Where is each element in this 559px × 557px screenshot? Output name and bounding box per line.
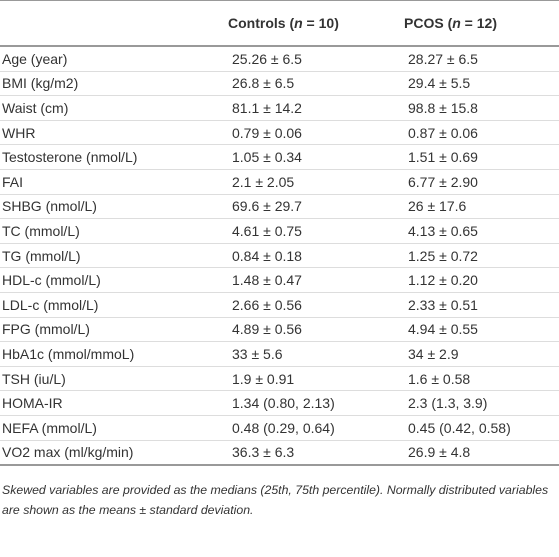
table-row: NEFA (mmol/L) 0.48 (0.29, 0.64) 0.45 (0.42… xyxy=(0,415,559,441)
table-row: VO2 max (ml/kg/min) 36.3 ± 6.3 26.9 ± 4.8 xyxy=(0,440,559,467)
row-label: HDL-c (mmol/L) xyxy=(0,267,228,293)
pcos-value: 1.25 ± 0.72 xyxy=(404,243,559,269)
row-label: Age (year) xyxy=(0,46,228,72)
pcos-value: 2.33 ± 0.51 xyxy=(404,292,559,318)
table-row: HbA1c (mmol/mmoL) 33 ± 5.6 34 ± 2.9 xyxy=(0,341,559,367)
row-label: VO2 max (ml/kg/min) xyxy=(0,440,228,467)
row-label: NEFA (mmol/L) xyxy=(0,415,228,441)
header-text: Controls ( xyxy=(228,15,295,31)
table-row: TG (mmol/L) 0.84 ± 0.18 1.25 ± 0.72 xyxy=(0,243,559,269)
header-text: = 12) xyxy=(460,15,497,31)
controls-value: 2.66 ± 0.56 xyxy=(228,292,404,318)
table-row: Waist (cm) 81.1 ± 14.2 98.8 ± 15.8 xyxy=(0,95,559,121)
controls-value: 81.1 ± 14.2 xyxy=(228,95,404,121)
pcos-value: 26 ± 17.6 xyxy=(404,194,559,220)
controls-value: 4.89 ± 0.56 xyxy=(228,317,404,343)
row-label: Testosterone (nmol/L) xyxy=(0,144,228,170)
controls-value: 4.61 ± 0.75 xyxy=(228,218,404,244)
controls-value: 1.48 ± 0.47 xyxy=(228,267,404,293)
controls-value: 69.6 ± 29.7 xyxy=(228,194,404,220)
table-row: TSH (iu/L) 1.9 ± 0.91 1.6 ± 0.58 xyxy=(0,366,559,392)
pcos-value: 6.77 ± 2.90 xyxy=(404,169,559,195)
row-label: HbA1c (mmol/mmoL) xyxy=(0,341,228,367)
controls-value: 1.05 ± 0.34 xyxy=(228,144,404,170)
header-n: n xyxy=(452,15,461,31)
controls-value: 0.84 ± 0.18 xyxy=(228,243,404,269)
controls-value: 36.3 ± 6.3 xyxy=(228,440,404,467)
pcos-value: 29.4 ± 5.5 xyxy=(404,71,559,97)
row-label: WHR xyxy=(0,120,228,146)
row-label: Waist (cm) xyxy=(0,95,228,121)
row-label: FPG (mmol/L) xyxy=(0,317,228,343)
header-text: PCOS ( xyxy=(404,15,453,31)
row-label: TC (mmol/L) xyxy=(0,218,228,244)
table-row: TC (mmol/L) 4.61 ± 0.75 4.13 ± 0.65 xyxy=(0,218,559,244)
controls-value: 0.48 (0.29, 0.64) xyxy=(228,415,404,441)
pcos-value: 4.13 ± 0.65 xyxy=(404,218,559,244)
controls-value: 1.34 (0.80, 2.13) xyxy=(228,390,404,416)
data-table: Controls (n = 10) PCOS (n = 12) Age (yea… xyxy=(0,0,559,467)
pcos-value: 2.3 (1.3, 3.9) xyxy=(404,390,559,416)
row-label: TG (mmol/L) xyxy=(0,243,228,269)
row-label: SHBG (nmol/L) xyxy=(0,194,228,220)
header-n: n xyxy=(294,15,303,31)
row-label: HOMA-IR xyxy=(0,390,228,416)
pcos-value: 34 ± 2.9 xyxy=(404,341,559,367)
table-row: HOMA-IR 1.34 (0.80, 2.13) 2.3 (1.3, 3.9) xyxy=(0,390,559,416)
row-label: BMI (kg/m2) xyxy=(0,71,228,97)
pcos-value: 1.6 ± 0.58 xyxy=(404,366,559,392)
controls-value: 25.26 ± 6.5 xyxy=(228,46,404,72)
controls-value: 0.79 ± 0.06 xyxy=(228,120,404,146)
controls-value: 2.1 ± 2.05 xyxy=(228,169,404,195)
table-body: Age (year) 25.26 ± 6.5 28.27 ± 6.5 BMI (kg/… xyxy=(0,46,559,467)
pcos-value: 1.51 ± 0.69 xyxy=(404,144,559,170)
pcos-value: 1.12 ± 0.20 xyxy=(404,267,559,293)
header-pcos: PCOS (n = 12) xyxy=(404,0,559,47)
pcos-value: 98.8 ± 15.8 xyxy=(404,95,559,121)
footnote: Skewed variables are provided as the med… xyxy=(2,483,549,518)
table-row: FPG (mmol/L) 4.89 ± 0.56 4.94 ± 0.55 xyxy=(0,317,559,343)
row-label: TSH (iu/L) xyxy=(0,366,228,392)
table-row: HDL-c (mmol/L) 1.48 ± 0.47 1.12 ± 0.20 xyxy=(0,267,559,293)
row-label: LDL-c (mmol/L) xyxy=(0,292,228,318)
table-row: BMI (kg/m2) 26.8 ± 6.5 29.4 ± 5.5 xyxy=(0,71,559,97)
pcos-value: 28.27 ± 6.5 xyxy=(404,46,559,72)
pcos-value: 0.87 ± 0.06 xyxy=(404,120,559,146)
controls-value: 1.9 ± 0.91 xyxy=(228,366,404,392)
pcos-value: 4.94 ± 0.55 xyxy=(404,317,559,343)
table-row: FAI 2.1 ± 2.05 6.77 ± 2.90 xyxy=(0,169,559,195)
pcos-value: 26.9 ± 4.8 xyxy=(404,440,559,467)
header-controls: Controls (n = 10) xyxy=(228,0,404,47)
controls-value: 33 ± 5.6 xyxy=(228,341,404,367)
header-empty xyxy=(0,0,228,47)
table-row: Testosterone (nmol/L) 1.05 ± 0.34 1.51 ± 0… xyxy=(0,144,559,170)
table-row: Age (year) 25.26 ± 6.5 28.27 ± 6.5 xyxy=(0,46,559,72)
header-row: Controls (n = 10) PCOS (n = 12) xyxy=(0,0,559,47)
pcos-value: 0.45 (0.42, 0.58) xyxy=(404,415,559,441)
table-row: LDL-c (mmol/L) 2.66 ± 0.56 2.33 ± 0.51 xyxy=(0,292,559,318)
table-row: WHR 0.79 ± 0.06 0.87 ± 0.06 xyxy=(0,120,559,146)
header-text: = 10) xyxy=(302,15,339,31)
controls-value: 26.8 ± 6.5 xyxy=(228,71,404,97)
table-row: SHBG (nmol/L) 69.6 ± 29.7 26 ± 17.6 xyxy=(0,194,559,220)
row-label: FAI xyxy=(0,169,228,195)
